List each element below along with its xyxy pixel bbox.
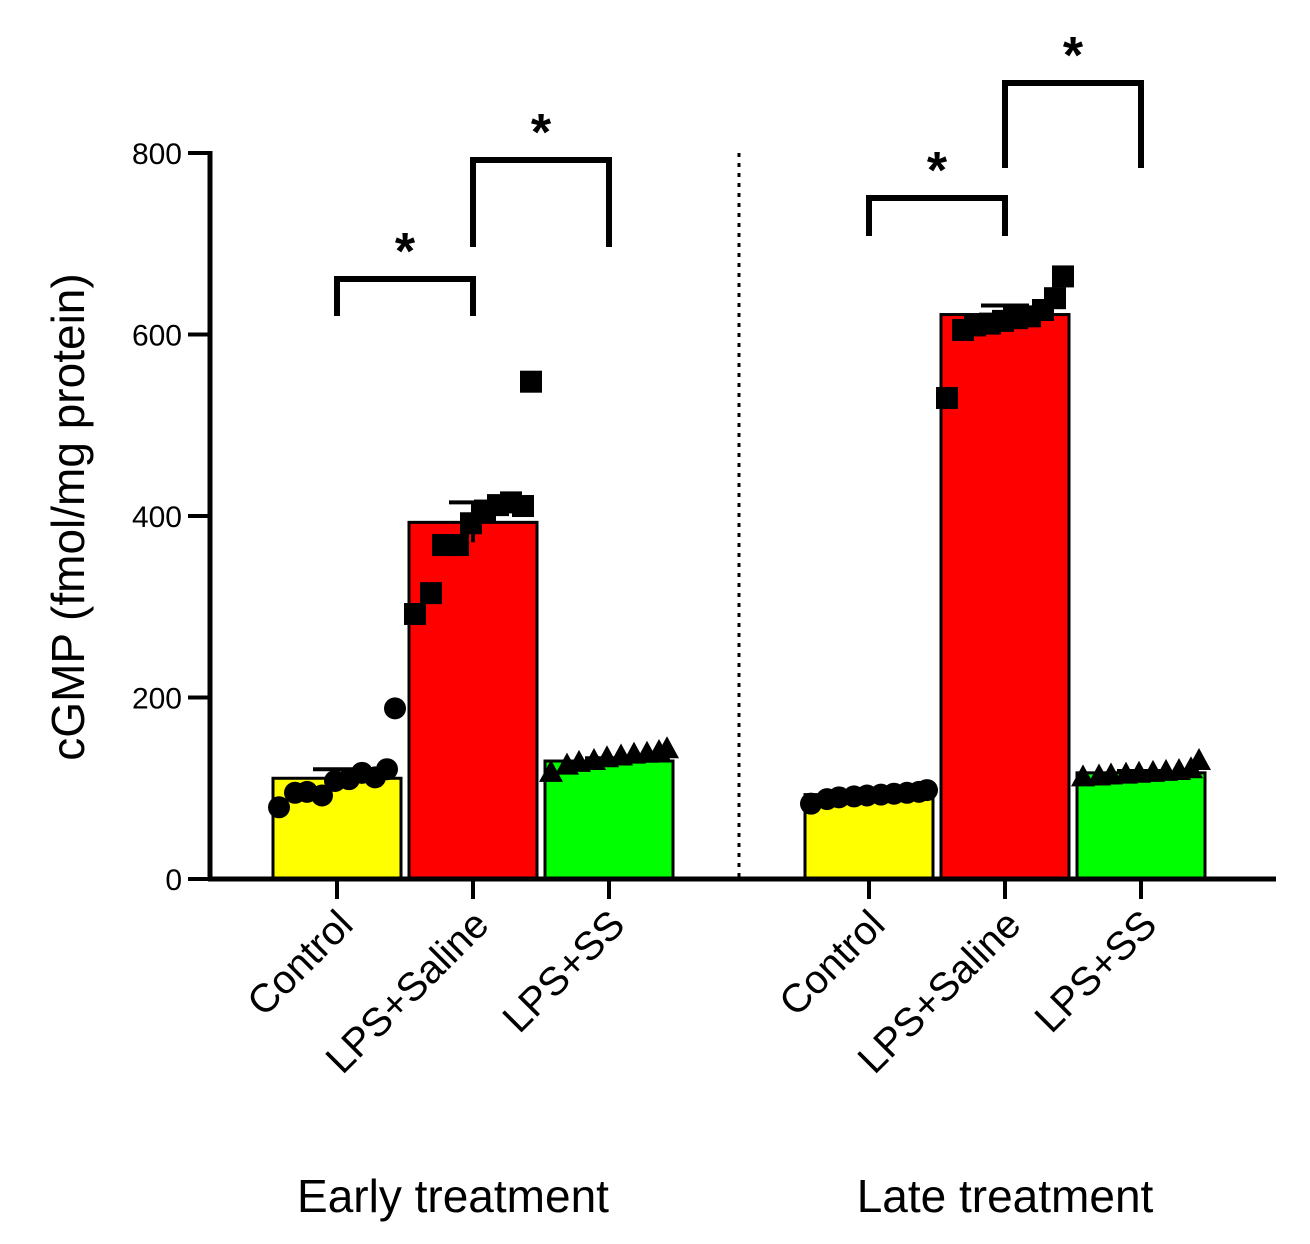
data-point-circle: [916, 779, 938, 802]
bar-early-lps-saline: [407, 520, 539, 881]
data-point-circle: [268, 796, 290, 819]
bar-late-lps-ss: [1075, 771, 1207, 881]
data-point-square: [420, 582, 442, 605]
x-tick-label: Control: [771, 902, 893, 1024]
data-point-square: [447, 534, 469, 557]
data-point-triangle: [1187, 748, 1211, 771]
data-point-square: [1044, 287, 1066, 310]
y-tick-label: 800: [132, 138, 182, 171]
y-axis-title: cGMP (fmol/mg protein): [42, 273, 94, 760]
significance-layer: * * * *: [334, 27, 1144, 316]
x-tick-label: LPS+SS: [1027, 902, 1166, 1041]
significance-bracket: [470, 157, 612, 247]
bars-layer: [271, 313, 1207, 881]
y-tick-label: 400: [132, 501, 182, 534]
significance-bracket: [334, 276, 476, 316]
data-point-square: [520, 370, 542, 393]
y-tick-label: 600: [132, 320, 182, 353]
data-point-triangle: [1071, 764, 1095, 787]
significance-star: *: [927, 142, 948, 200]
x-tick-label: Control: [239, 902, 361, 1024]
bar-late-lps-saline: [939, 313, 1071, 881]
data-point-triangle: [539, 759, 563, 782]
data-point-square: [404, 603, 426, 626]
significance-star: *: [531, 104, 552, 162]
group-label: Late treatment: [857, 1170, 1154, 1222]
y-tick-label: 200: [132, 683, 182, 716]
significance-star: *: [395, 223, 416, 281]
significance-star: *: [1063, 27, 1084, 85]
significance-bracket: [1002, 80, 1144, 168]
data-point-triangle: [655, 736, 679, 759]
data-point-circle: [376, 758, 398, 781]
data-point-square: [512, 495, 534, 518]
axes-layer: [188, 151, 1276, 899]
group-label: Early treatment: [297, 1170, 609, 1222]
data-points-layer: [268, 265, 1211, 819]
data-point-circle: [384, 697, 406, 720]
y-tick-label: 0: [165, 864, 182, 897]
data-point-square: [1052, 265, 1074, 288]
bar-early-lps-ss: [543, 759, 675, 881]
x-tick-label: LPS+SS: [495, 902, 634, 1041]
significance-bracket: [866, 195, 1008, 236]
data-point-circle: [311, 784, 333, 807]
data-point-square: [936, 387, 958, 410]
